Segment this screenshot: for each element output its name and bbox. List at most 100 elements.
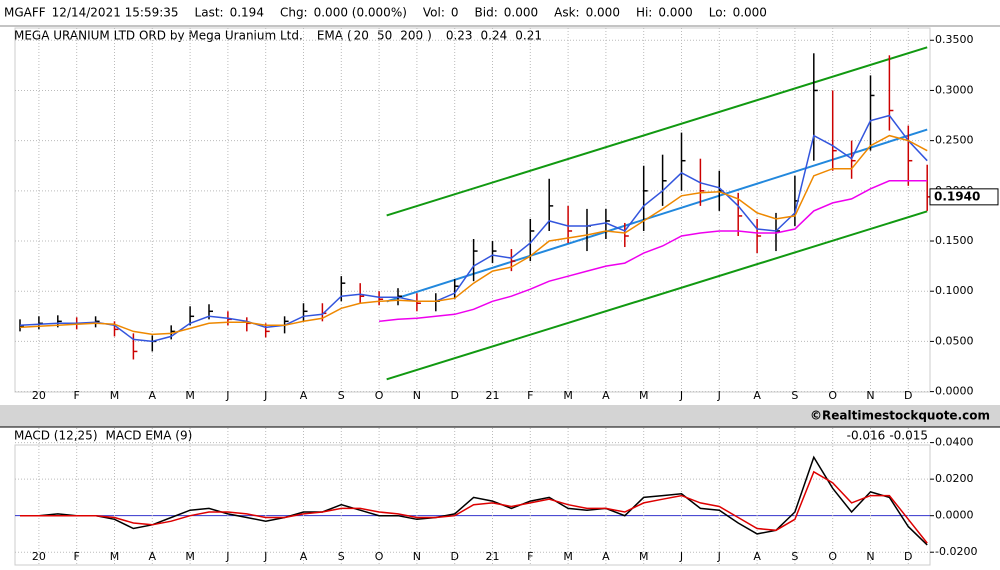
price-label: 0.1940 xyxy=(934,189,980,203)
x-tick-label: F xyxy=(74,389,80,402)
y-tick-label: 0.2500 xyxy=(935,134,974,147)
y-tick-label: 0.1000 xyxy=(935,284,974,297)
ema-label: EMA xyxy=(317,29,344,43)
x-tick-label: A xyxy=(300,389,308,402)
x-tick-label: N xyxy=(413,389,421,402)
header-label: Ask: xyxy=(554,6,579,20)
y-tick-label: 0.0400 xyxy=(935,436,974,449)
x-tick-label: A xyxy=(602,389,610,402)
ema-line xyxy=(19,134,928,336)
x-tick-label: D xyxy=(450,389,458,402)
header-label: MGAFF xyxy=(4,6,46,20)
x-tick-label: 21 xyxy=(486,550,500,563)
x-tick-label: O xyxy=(828,389,837,402)
x-tick-label: A xyxy=(602,550,610,563)
price-legend: MEGA URANIUM LTD ORD by Mega Uranium Ltd… xyxy=(14,29,542,43)
x-tick-label: F xyxy=(527,550,533,563)
y-tick-label: 0.3500 xyxy=(935,33,974,46)
header: MGAFF 12/14/2021 15:59:35 Last: 0.194 Chg: 0.… xyxy=(4,6,767,20)
y-tick-label: 0.0000 xyxy=(935,385,974,398)
header-value: 0.000 xyxy=(658,6,692,20)
x-tick-label: A xyxy=(753,550,761,563)
x-tick-label: D xyxy=(904,550,912,563)
header-label: Hi: xyxy=(636,6,652,20)
macd-line xyxy=(20,470,928,544)
header-label: Bid: xyxy=(475,6,498,20)
x-tick-label: S xyxy=(791,389,798,402)
x-tick-label: D xyxy=(904,389,912,402)
x-tick-label: S xyxy=(338,550,345,563)
x-tick-label: M xyxy=(110,389,120,402)
x-tick-label: M xyxy=(185,550,195,563)
x-tick-label: M xyxy=(563,550,573,563)
legend-entry: 20 xyxy=(354,29,369,43)
x-tick-label: J xyxy=(717,550,721,563)
trendline xyxy=(386,210,928,381)
x-tick-label: M xyxy=(639,550,649,563)
header-value: 0 xyxy=(451,6,459,20)
x-tick-label: J xyxy=(225,550,229,563)
legend-value: 0.21 xyxy=(515,29,542,43)
x-tick-label: N xyxy=(866,389,874,402)
x-tick-label: A xyxy=(753,389,761,402)
header-value: 0.000 (0.000%) xyxy=(314,6,407,20)
x-tick-label: N xyxy=(866,550,874,563)
legend-entry: 50 xyxy=(377,29,392,43)
x-tick-label: N xyxy=(413,550,421,563)
x-tick-label: 20 xyxy=(32,550,46,563)
x-tick-label: A xyxy=(149,550,157,563)
legend-entry: 200 xyxy=(400,29,423,43)
x-tick-label: F xyxy=(74,550,80,563)
y-tick-label: 0.0000 xyxy=(935,509,974,522)
legend-value: 0.23 xyxy=(446,29,473,43)
x-tick-label: M xyxy=(639,389,649,402)
x-tick-label: S xyxy=(338,389,345,402)
legend-entry: MACD EMA (9) xyxy=(106,429,193,443)
ema-line xyxy=(19,114,928,343)
header-value: 0.000 xyxy=(586,6,620,20)
x-tick-label: J xyxy=(263,550,267,563)
header-value: 0.194 xyxy=(230,6,264,20)
x-tick-label: S xyxy=(791,550,798,563)
punct: ) xyxy=(427,29,432,43)
trendline xyxy=(386,46,928,217)
legend-value: -0.015 xyxy=(889,429,928,443)
price-box xyxy=(929,188,999,206)
x-tick-label: J xyxy=(717,389,721,402)
x-tick-label: M xyxy=(110,550,120,563)
y-tick-label: 0.1500 xyxy=(935,234,974,247)
header-label: Last: xyxy=(195,6,224,20)
x-tick-label: 20 xyxy=(32,389,46,402)
header-label: Chg: xyxy=(280,6,308,20)
x-tick-label: D xyxy=(450,550,458,563)
ema-line xyxy=(379,180,928,323)
x-tick-label: J xyxy=(263,389,267,402)
header-value: 0.000 xyxy=(504,6,538,20)
y-tick-label: 0.0200 xyxy=(935,472,974,485)
header-label: Lo: xyxy=(709,6,727,20)
y-tick-label: 0.3000 xyxy=(935,83,974,96)
x-tick-label: A xyxy=(149,389,157,402)
header-value: 12/14/2021 15:59:35 xyxy=(52,6,179,20)
x-tick-label: O xyxy=(375,550,384,563)
chart-title: MEGA URANIUM LTD ORD by Mega Uranium Ltd… xyxy=(14,29,303,43)
x-tick-label: O xyxy=(375,389,384,402)
punct: ( xyxy=(347,29,352,43)
x-tick-label: 21 xyxy=(486,389,500,402)
trendline xyxy=(386,128,928,303)
x-tick-label: O xyxy=(828,550,837,563)
legend-value: -0.016 xyxy=(847,429,886,443)
separator-strip xyxy=(0,405,1000,427)
x-tick-label: M xyxy=(185,389,195,402)
price-plot-area xyxy=(14,27,931,393)
x-tick-label: J xyxy=(679,389,683,402)
legend-value: 0.24 xyxy=(481,29,508,43)
header-value: 0.000 xyxy=(733,6,767,20)
x-tick-label: M xyxy=(563,389,573,402)
legend-entry: MACD (12,25) xyxy=(14,429,98,443)
x-tick-label: A xyxy=(300,550,308,563)
header-label: Vol: xyxy=(423,6,445,20)
source-credit: ©Realtimestockquote.com xyxy=(810,409,990,423)
